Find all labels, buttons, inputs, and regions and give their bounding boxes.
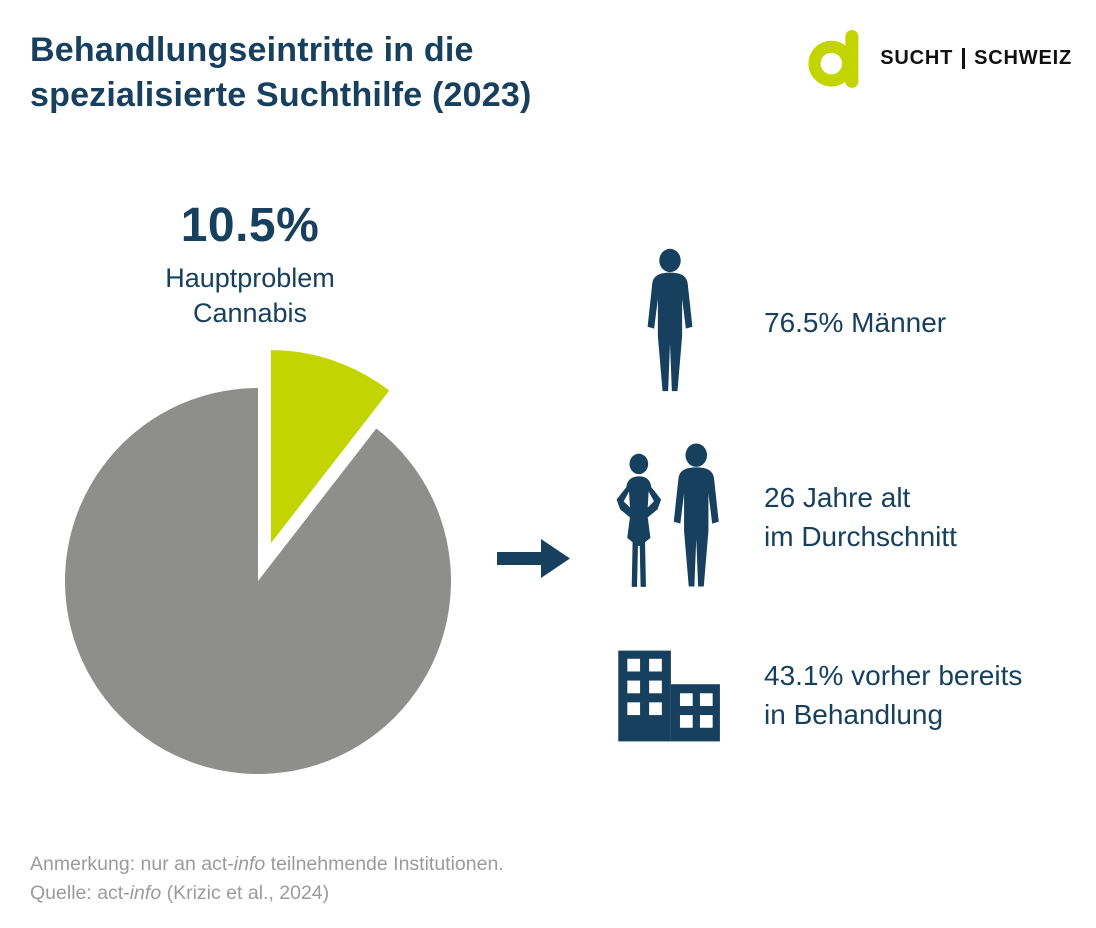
footer-source: Quelle: act-info (Krizic et al., 2024) bbox=[30, 879, 504, 908]
pie-callout: 10.5% Hauptproblem Cannabis bbox=[105, 198, 395, 331]
footer-note-post: teilnehmende Institutionen. bbox=[265, 853, 504, 875]
fact-prior-treatment-line1: 43.1% vorher bereits bbox=[764, 660, 1023, 692]
fact-age-icon-cell bbox=[597, 442, 742, 593]
footer-note: Anmerkung: nur an act-info teilnehmende … bbox=[30, 850, 504, 879]
fact-prior-treatment-line2: in Behandlung bbox=[764, 699, 944, 730]
pie-slice-rest bbox=[64, 388, 451, 774]
man-figure bbox=[673, 442, 719, 586]
pie-chart bbox=[64, 350, 451, 774]
footer-note-italic: info bbox=[233, 853, 266, 875]
sucht-schweiz-logo: SUCHT SCHWEIZ bbox=[808, 28, 1072, 88]
fact-age-text: 26 Jahre alt im Durchschnitt bbox=[764, 479, 957, 556]
fact-prior-treatment-icon-cell bbox=[597, 650, 742, 742]
pie-slice-cannabis bbox=[270, 350, 390, 544]
logo-word-sucht: SUCHT bbox=[880, 46, 954, 69]
fact-age-line1: 26 Jahre alt bbox=[764, 481, 911, 513]
footer-notes: Anmerkung: nur an act-info teilnehmende … bbox=[30, 850, 504, 909]
pie-slice-label-line1: Hauptproblem bbox=[165, 263, 335, 293]
arrow-right-icon bbox=[497, 539, 570, 578]
fact-prior-treatment: 43.1% vorher bereits in Behandlung bbox=[597, 646, 1022, 746]
footer-note-pre: Anmerkung: nur an act- bbox=[30, 853, 234, 875]
fact-men-text: 76.5% Männer bbox=[764, 304, 946, 343]
pie-slice-label-line2: Cannabis bbox=[192, 298, 308, 329]
pie-percent-label: 10.5% bbox=[180, 199, 320, 252]
page-title: Behandlungseintritte in die spezialisier… bbox=[30, 28, 531, 118]
fact-men: 76.5% Männer bbox=[597, 247, 946, 399]
sucht-schweiz-logo-icon bbox=[808, 30, 859, 88]
logo-wordmark: SUCHT SCHWEIZ bbox=[880, 47, 1072, 70]
fact-age: 26 Jahre alt im Durchschnitt bbox=[597, 440, 957, 595]
man-icon bbox=[647, 248, 692, 392]
fact-prior-treatment-text: 43.1% vorher bereits in Behandlung bbox=[764, 657, 1022, 734]
woman-figure bbox=[616, 453, 661, 587]
footer-source-pre: Quelle: act- bbox=[30, 882, 130, 905]
building-icon bbox=[617, 650, 720, 742]
fact-men-line1: 76.5% Männer bbox=[764, 306, 947, 338]
footer-source-italic: info bbox=[129, 882, 162, 905]
pie-slice-label: Hauptproblem Cannabis bbox=[105, 261, 395, 331]
footer-source-post: (Krizic et al., 2024) bbox=[161, 882, 330, 905]
logo-divider bbox=[962, 47, 966, 69]
logo-word-schweiz: SCHWEIZ bbox=[974, 46, 1072, 69]
page-title-line1: Behandlungseintritte in die bbox=[30, 31, 474, 69]
fact-men-icon-cell bbox=[597, 248, 742, 398]
fact-age-line2: im Durchschnitt bbox=[764, 520, 957, 552]
page-title-line2: spezialisierte Suchthilfe (2023) bbox=[30, 75, 532, 114]
woman-man-icon bbox=[616, 442, 719, 587]
